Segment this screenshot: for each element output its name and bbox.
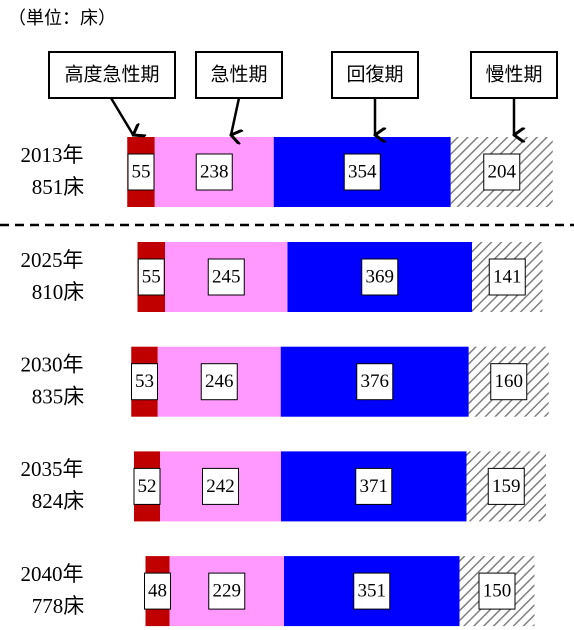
value-label-box xyxy=(200,363,238,401)
total-label: 851床 xyxy=(32,175,85,199)
value-label: 48 xyxy=(148,580,167,601)
legend-box xyxy=(195,51,283,99)
value-label-box xyxy=(131,363,158,401)
legend-box xyxy=(470,51,558,99)
total-label: 778床 xyxy=(32,594,85,618)
value-label-box xyxy=(483,153,521,191)
value-label-box xyxy=(488,258,526,296)
unit-label: （単位：床） xyxy=(8,8,116,28)
value-label: 229 xyxy=(213,580,242,601)
value-label: 159 xyxy=(492,476,521,497)
value-label-box xyxy=(355,467,393,505)
value-label-box xyxy=(202,467,239,505)
value-label-box xyxy=(207,258,245,296)
value-label-box xyxy=(208,572,246,610)
value-label: 150 xyxy=(483,580,512,601)
value-label: 354 xyxy=(348,161,377,182)
value-label: 242 xyxy=(206,476,235,497)
value-label-box xyxy=(490,363,528,401)
value-label: 55 xyxy=(142,266,161,287)
category-label: 2025年 xyxy=(21,248,84,272)
value-label: 245 xyxy=(212,266,241,287)
category-label: 2035年 xyxy=(21,457,84,481)
value-label: 369 xyxy=(366,266,395,287)
value-label: 55 xyxy=(132,161,151,182)
value-label-box xyxy=(144,572,171,610)
legend-label: 慢性期 xyxy=(485,63,542,85)
legend-box xyxy=(331,51,419,99)
value-label: 53 xyxy=(135,371,154,392)
total-label: 824床 xyxy=(32,489,85,513)
legend-box xyxy=(48,51,176,99)
value-label: 246 xyxy=(205,371,234,392)
value-label-box xyxy=(361,258,399,296)
value-label: 204 xyxy=(488,161,517,182)
legend-label: 急性期 xyxy=(210,63,267,85)
legend-label: 高度急性期 xyxy=(64,63,159,85)
value-label-box xyxy=(353,572,391,610)
category-label: 2030年 xyxy=(21,353,84,377)
value-label: 160 xyxy=(495,371,524,392)
category-label: 2040年 xyxy=(21,562,84,586)
value-label-box xyxy=(195,153,233,191)
category-label: 2013年 xyxy=(21,143,84,167)
value-label-box xyxy=(478,572,516,610)
value-label-box xyxy=(356,363,394,401)
value-label-box xyxy=(127,153,155,191)
value-label: 376 xyxy=(361,371,390,392)
value-label-box xyxy=(137,258,165,296)
value-label: 141 xyxy=(493,266,522,287)
value-label: 351 xyxy=(358,580,387,601)
value-label-box xyxy=(133,467,161,505)
value-label-box xyxy=(343,153,381,191)
value-label: 371 xyxy=(360,476,389,497)
legend-label: 回復期 xyxy=(346,63,403,85)
value-label: 52 xyxy=(138,476,157,497)
value-label: 238 xyxy=(200,161,229,182)
legend-arrow xyxy=(231,97,239,135)
total-label: 810床 xyxy=(32,280,85,304)
value-label-box xyxy=(487,467,525,505)
legend-arrow xyxy=(109,97,133,135)
total-label: 835床 xyxy=(32,385,85,409)
